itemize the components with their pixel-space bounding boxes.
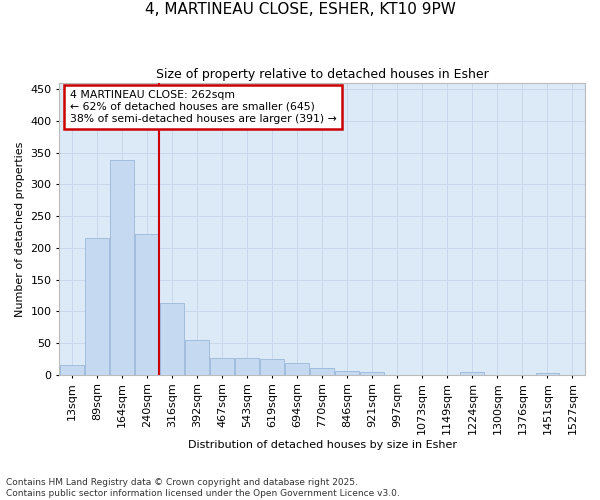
Bar xyxy=(60,365,84,374)
Bar xyxy=(160,303,184,374)
Bar xyxy=(85,238,109,374)
Bar xyxy=(260,359,284,374)
X-axis label: Distribution of detached houses by size in Esher: Distribution of detached houses by size … xyxy=(188,440,457,450)
Text: Contains HM Land Registry data © Crown copyright and database right 2025.
Contai: Contains HM Land Registry data © Crown c… xyxy=(6,478,400,498)
Title: Size of property relative to detached houses in Esher: Size of property relative to detached ho… xyxy=(156,68,488,80)
Bar xyxy=(361,372,384,374)
Text: 4 MARTINEAU CLOSE: 262sqm
← 62% of detached houses are smaller (645)
38% of semi: 4 MARTINEAU CLOSE: 262sqm ← 62% of detac… xyxy=(70,90,337,124)
Bar xyxy=(185,340,209,374)
Bar xyxy=(235,358,259,374)
Bar xyxy=(460,372,484,374)
Bar xyxy=(210,358,234,374)
Bar xyxy=(110,160,134,374)
Bar xyxy=(335,371,359,374)
Bar xyxy=(135,234,159,374)
Bar xyxy=(310,368,334,374)
Text: 4, MARTINEAU CLOSE, ESHER, KT10 9PW: 4, MARTINEAU CLOSE, ESHER, KT10 9PW xyxy=(145,2,455,18)
Bar xyxy=(285,362,309,374)
Y-axis label: Number of detached properties: Number of detached properties xyxy=(15,141,25,316)
